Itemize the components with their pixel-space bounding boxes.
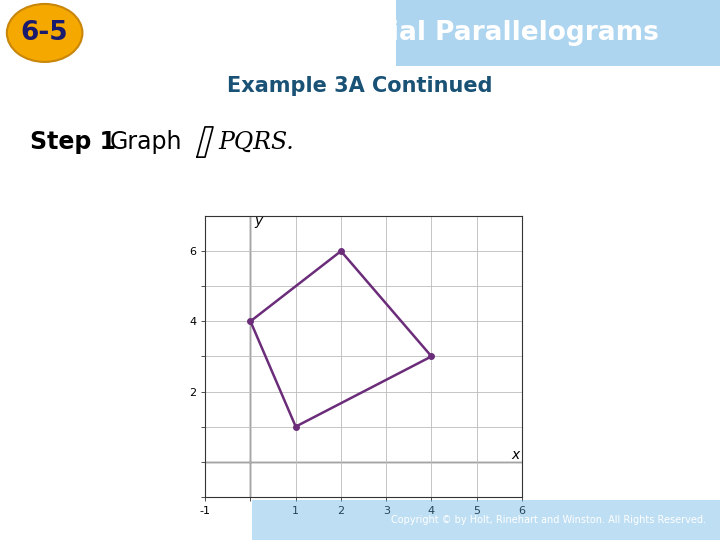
Ellipse shape [7, 4, 82, 62]
Text: y: y [254, 214, 263, 228]
Text: Conditions for Special Parallelograms: Conditions for Special Parallelograms [99, 20, 660, 46]
Text: x: x [511, 448, 519, 462]
Text: Graph: Graph [110, 130, 182, 154]
FancyBboxPatch shape [396, 0, 720, 66]
FancyBboxPatch shape [252, 500, 720, 540]
Text: Holt Geometry: Holt Geometry [14, 511, 152, 529]
Text: PQRS.: PQRS. [218, 131, 294, 153]
Text: Copyright © by Holt, Rinehart and Winston. All Rights Reserved.: Copyright © by Holt, Rinehart and Winsto… [391, 515, 706, 525]
Text: 6-5: 6-5 [21, 20, 68, 46]
Text: Step 1: Step 1 [30, 130, 116, 154]
Text: Example 3A Continued: Example 3A Continued [228, 76, 492, 97]
